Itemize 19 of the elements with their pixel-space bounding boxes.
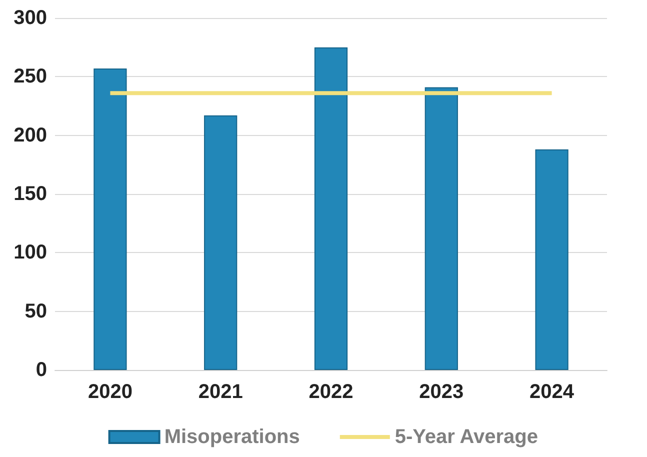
- legend-label: 5-Year Average: [394, 426, 538, 448]
- x-tick-label: 2023: [419, 381, 464, 403]
- bar: [314, 47, 348, 370]
- y-tick-label: 100: [14, 242, 47, 264]
- y-tick-label: 0: [36, 359, 47, 381]
- x-tick-label: 2021: [198, 381, 243, 403]
- y-tick-label: 50: [24, 300, 47, 322]
- bar: [424, 87, 458, 370]
- x-tick-label: 2024: [530, 381, 575, 403]
- bar: [535, 149, 568, 370]
- x-tick-label: 2020: [88, 381, 132, 403]
- bar: [94, 68, 127, 370]
- y-tick-label: 150: [14, 183, 47, 205]
- y-tick-label: 300: [14, 7, 47, 29]
- y-tick-label: 200: [14, 124, 47, 146]
- bar: [204, 115, 238, 370]
- x-tick-label: 2022: [308, 381, 354, 403]
- legend-label: Misoperations: [164, 426, 300, 448]
- y-tick-label: 250: [14, 66, 47, 88]
